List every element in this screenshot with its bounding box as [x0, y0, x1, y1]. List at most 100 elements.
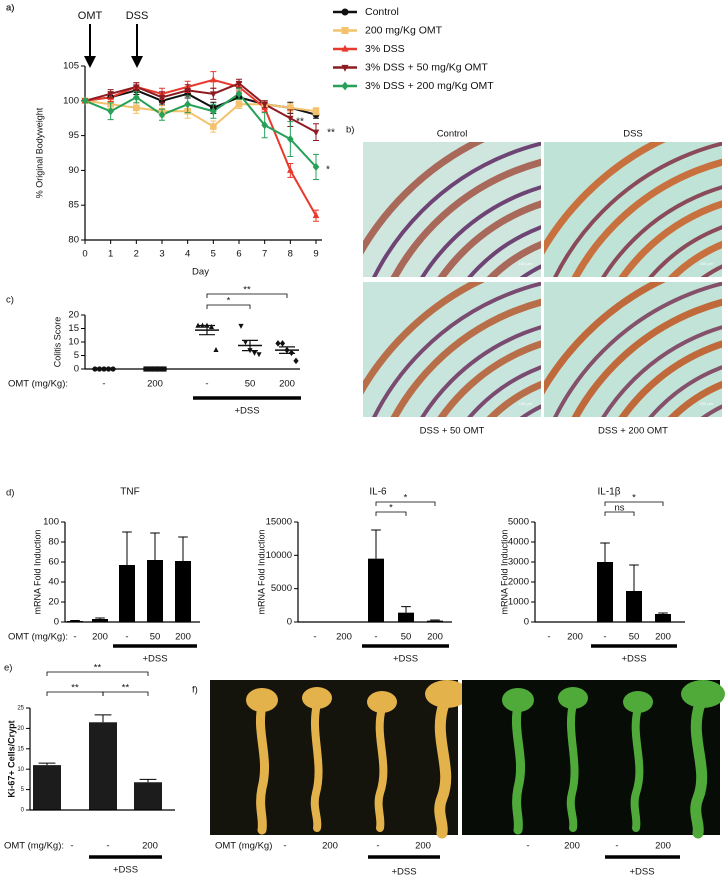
y-tick-label: 105 — [63, 61, 79, 72]
significance-label: * — [389, 503, 393, 514]
x-tick-label: 6 — [236, 249, 241, 260]
x-axis-label: OMT (mg/Kg): — [8, 379, 68, 390]
point — [208, 324, 215, 330]
group-label: +DSS — [391, 867, 416, 878]
legend-marker — [341, 81, 349, 91]
scale-bar-label: 100 µm — [519, 401, 533, 406]
bar — [134, 782, 162, 810]
error-bar — [94, 714, 112, 723]
marker — [184, 87, 191, 95]
y-tick-label: 100 — [43, 517, 59, 528]
marker — [287, 115, 294, 123]
marker — [312, 162, 320, 172]
x-tick-label: 200 — [427, 632, 443, 643]
marker — [107, 107, 114, 116]
bar — [597, 562, 613, 622]
marker — [133, 104, 140, 112]
marker — [107, 91, 114, 98]
photo — [462, 680, 720, 835]
x-tick-label: 0 — [82, 249, 87, 260]
marker — [210, 123, 217, 130]
y-tick-label: 0 — [74, 364, 79, 375]
x-tick-label: - — [603, 632, 606, 643]
x-tick-label: - — [547, 632, 550, 643]
y-tick-label: 20 — [68, 310, 79, 321]
error-bar — [401, 606, 411, 613]
x-tick-label: - — [73, 632, 76, 643]
chart-title: IL-6 — [369, 487, 387, 498]
sem-bar — [279, 346, 295, 354]
error-bar — [122, 531, 132, 565]
category-label: - — [526, 841, 529, 852]
x-tick-label: - — [102, 379, 105, 390]
significance-label: ** — [122, 683, 130, 694]
category-label: 200 — [655, 841, 671, 852]
image-label: Control — [437, 129, 468, 140]
annotation: ** — [327, 128, 335, 139]
y-tick-label: 15000 — [266, 517, 292, 528]
y-axis-label: % Original Bodyweight — [34, 107, 44, 198]
marker — [133, 84, 140, 91]
y-axis-label: Ki-67+ Cells/Crypt — [6, 720, 16, 797]
panel-label: a) — [6, 3, 14, 14]
y-axis-label: mRNA Fold Induction — [32, 529, 42, 614]
point — [195, 322, 201, 328]
x-tick-label: - — [70, 841, 73, 852]
y-axis-label: mRNA Fold Induction — [499, 529, 509, 614]
significance-bracket — [375, 511, 407, 516]
bar — [92, 619, 108, 622]
significance-label: * — [227, 296, 231, 307]
x-tick-label: 200 — [279, 379, 295, 390]
legend-label: 200 mg/Kg OMT — [365, 24, 443, 36]
significance-bracket — [206, 293, 288, 298]
significance-bracket — [375, 501, 436, 506]
panel-label: a) — [6, 3, 14, 14]
annotation: ** — [296, 117, 304, 128]
point — [238, 323, 244, 329]
y-tick-label: 5 — [21, 787, 25, 793]
significance-bracket — [206, 304, 251, 309]
y-tick-label: 5000 — [508, 517, 529, 528]
x-axis-label: Day — [192, 267, 209, 278]
category-label: 200 — [415, 841, 431, 852]
bar — [147, 560, 163, 622]
legend-label: 3% DSS — [365, 43, 405, 55]
annotation: * — [326, 165, 330, 176]
legend-marker — [341, 64, 349, 72]
x-tick-label: 200 — [142, 841, 158, 852]
legend-marker — [341, 27, 349, 34]
x-tick-label: 200 — [92, 632, 108, 643]
legend-label: 3% DSS + 200 mg/Kg OMT — [365, 80, 494, 92]
x-tick-label: 200 — [336, 632, 352, 643]
sem-bar — [242, 339, 258, 352]
error-bar — [178, 536, 188, 561]
significance-bracket — [604, 511, 635, 516]
group-label: +DSS — [629, 867, 654, 878]
series-line — [84, 78, 317, 217]
x-tick-label: 9 — [313, 249, 318, 260]
x-tick-label: - — [106, 841, 109, 852]
group-label: +DSS — [142, 654, 167, 665]
image-label: DSS + 200 OMT — [598, 426, 668, 437]
x-tick-label: 200 — [147, 379, 163, 390]
significance-label: ** — [71, 683, 79, 694]
x-tick-label: 4 — [185, 249, 190, 260]
y-tick-label: 95 — [68, 130, 79, 141]
panel-label: e) — [4, 663, 12, 674]
y-axis-label: mRNA Fold Induction — [256, 529, 266, 614]
significance-bracket — [46, 671, 149, 676]
y-tick-label: 100 — [63, 95, 79, 106]
group-label: +DSS — [234, 406, 259, 417]
bar — [626, 591, 642, 622]
series-line — [84, 92, 317, 168]
significance-label: ** — [243, 285, 251, 296]
x-tick-label: 7 — [262, 249, 267, 260]
x-tick-label: 50 — [401, 632, 412, 643]
marker — [312, 211, 320, 219]
y-tick-label: 25 — [17, 706, 24, 712]
chart-title: TNF — [120, 487, 139, 498]
x-tick-label: 50 — [629, 632, 640, 643]
point — [251, 350, 258, 356]
y-tick-label: 85 — [68, 200, 79, 211]
